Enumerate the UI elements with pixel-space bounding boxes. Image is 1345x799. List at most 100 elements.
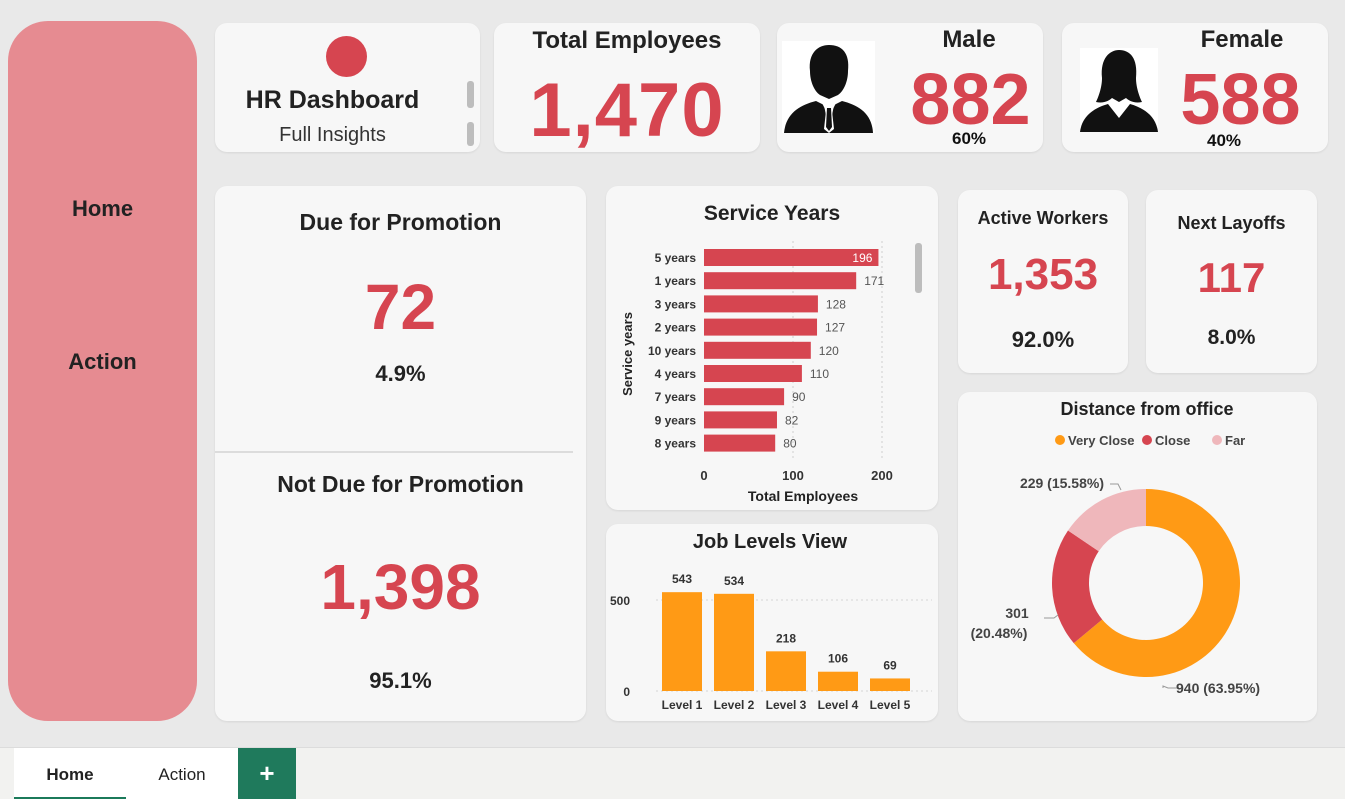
data-label: 196	[852, 251, 872, 265]
data-label: 543	[672, 572, 692, 586]
title-card: HR Dashboard Full Insights	[215, 23, 480, 152]
bar	[704, 388, 785, 406]
category-label: 4 years	[655, 367, 697, 381]
bar	[818, 671, 858, 691]
dashboard-title: HR Dashboard	[245, 86, 420, 114]
bar	[704, 365, 802, 382]
donut-slice	[1073, 489, 1240, 677]
legend-marker	[1055, 435, 1065, 445]
data-label: 80	[783, 437, 797, 451]
category-label: 9 years	[655, 413, 697, 427]
logo-dot	[326, 36, 367, 77]
bar	[704, 318, 818, 336]
total-employees-value: 1,470	[529, 68, 725, 153]
active-workers-label: Active Workers	[977, 208, 1109, 228]
service-years-chart: Service Years 5 years 196 1 years 171 3 years…	[620, 202, 893, 504]
active-workers-value: 1,353	[987, 250, 1099, 299]
female-card: Female 588 40%	[1062, 23, 1328, 152]
data-label: 90	[792, 390, 806, 404]
category-label: Level 3	[766, 698, 807, 712]
chart-title: Distance from office	[1060, 399, 1233, 419]
female-avatar-icon	[1080, 48, 1158, 132]
leader-line	[1162, 685, 1178, 689]
female-value: 588	[1180, 60, 1301, 140]
bar	[714, 593, 754, 691]
category-label: Level 4	[818, 698, 859, 712]
category-label: 3 years	[655, 297, 697, 311]
bar	[704, 272, 857, 290]
x-axis-label: Total Employees	[748, 488, 858, 504]
service-years-card: Service Years 5 years 196 1 years 171 3 years…	[606, 186, 938, 510]
tick-label: 0	[700, 468, 707, 483]
data-label: 120	[819, 344, 839, 358]
distance-card: Distance from office Very Close Close Far 94…	[958, 392, 1317, 721]
tick-label: 500	[610, 594, 630, 608]
male-percent: 60%	[951, 129, 987, 148]
y-axis-label: Service years	[620, 312, 635, 396]
job-levels-chart: Job Levels View 0 500 543 Level 1 534 Level 2 2…	[610, 531, 932, 712]
due-promotion-value: 72	[364, 271, 437, 343]
data-label: 218	[776, 631, 796, 645]
category-label: 10 years	[648, 344, 696, 358]
category-label: Level 1	[662, 698, 703, 712]
data-label: 110	[810, 367, 829, 381]
male-avatar-icon	[782, 41, 875, 133]
sidebar-item-home[interactable]: Home	[71, 196, 134, 221]
bar	[662, 592, 702, 691]
data-label: 128	[826, 297, 846, 311]
legend-marker	[1212, 435, 1222, 445]
data-label: 82	[785, 413, 799, 427]
data-label: 127	[825, 321, 845, 335]
due-promotion-percent: 4.9%	[375, 361, 426, 386]
bar	[704, 341, 811, 359]
tick-label: 0	[623, 685, 630, 699]
data-label: 69	[883, 658, 897, 672]
bar	[704, 411, 777, 429]
leader-line	[1110, 483, 1122, 491]
not-due-promotion-label: Not Due for Promotion	[277, 471, 524, 497]
next-layoffs-label: Next Layoffs	[1177, 213, 1286, 233]
scrollbar-thumb-lower[interactable]	[467, 122, 474, 146]
scrollbar-thumb[interactable]	[467, 81, 474, 108]
sidebar: Home Action	[8, 21, 197, 721]
legend-marker	[1142, 435, 1152, 445]
distance-donut-chart: Distance from office Very Close Close Far 94…	[971, 399, 1260, 696]
category-label: Level 2	[714, 698, 755, 712]
slice-label: 229 (15.58%)	[1020, 475, 1104, 491]
next-layoffs-value: 117	[1197, 254, 1266, 301]
donut-slice	[1067, 489, 1146, 552]
active-workers-card: Active Workers 1,353 92.0%	[958, 190, 1128, 373]
slice-label: (20.48%)	[971, 625, 1028, 641]
bar	[704, 249, 879, 266]
total-employees-label: Total Employees	[532, 27, 722, 54]
data-label: 171	[864, 274, 884, 288]
category-label: Level 5	[870, 698, 911, 712]
slice-label: 940 (63.95%)	[1176, 680, 1260, 696]
not-due-promotion-percent: 95.1%	[369, 668, 432, 693]
total-employees-card: Total Employees 1,470	[494, 23, 760, 153]
sidebar-item-action[interactable]: Action	[68, 349, 137, 374]
female-label: Female	[1200, 26, 1284, 53]
slice-label: 301	[1005, 605, 1029, 621]
tick-label: 200	[871, 468, 893, 483]
tab-action[interactable]: Action	[126, 748, 238, 799]
legend-entry: Far	[1225, 433, 1245, 448]
legend-entry: Very Close	[1068, 433, 1135, 448]
next-layoffs-card: Next Layoffs 117 8.0%	[1146, 190, 1317, 373]
add-page-button[interactable]: +	[238, 748, 296, 799]
bar	[704, 434, 776, 452]
male-card: Male 882 60%	[777, 23, 1043, 152]
chart-scrollbar-thumb[interactable]	[915, 243, 922, 293]
bar	[704, 295, 818, 313]
chart-title: Service Years	[704, 202, 840, 225]
category-label: 7 years	[655, 390, 697, 404]
legend-entry: Close	[1155, 433, 1190, 448]
category-label: 2 years	[655, 321, 697, 335]
category-label: 5 years	[655, 251, 697, 265]
not-due-promotion-value: 1,398	[320, 551, 481, 623]
category-label: 1 years	[655, 274, 697, 288]
next-layoffs-percent: 8.0%	[1207, 326, 1256, 349]
male-value: 882	[910, 60, 1031, 140]
divider	[215, 451, 573, 453]
tab-home[interactable]: Home	[14, 748, 126, 799]
